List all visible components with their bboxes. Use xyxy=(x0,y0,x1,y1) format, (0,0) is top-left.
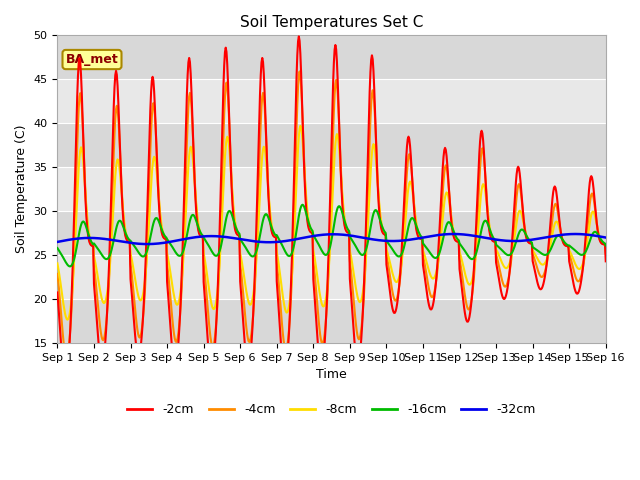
-32cm xyxy=(377,238,385,243)
-2cm xyxy=(324,252,332,257)
Line: -8cm: -8cm xyxy=(58,126,605,320)
-4cm xyxy=(553,204,561,210)
-32cm xyxy=(198,234,206,240)
-8cm xyxy=(553,219,561,225)
Legend: -2cm, -4cm, -8cm, -16cm, -32cm: -2cm, -4cm, -8cm, -16cm, -32cm xyxy=(122,398,541,421)
-2cm xyxy=(602,258,609,264)
Bar xyxy=(58,255,605,299)
-8cm xyxy=(432,271,440,276)
Bar xyxy=(58,123,605,167)
-16cm xyxy=(602,242,609,248)
Line: -32cm: -32cm xyxy=(58,234,605,244)
-8cm xyxy=(602,247,609,253)
-2cm xyxy=(198,234,206,240)
Line: -2cm: -2cm xyxy=(58,36,605,381)
-4cm xyxy=(324,270,332,276)
-16cm xyxy=(432,255,440,261)
-32cm xyxy=(54,239,61,245)
-4cm xyxy=(175,329,182,335)
-2cm xyxy=(295,34,303,39)
-32cm xyxy=(553,233,561,239)
-8cm xyxy=(324,269,332,275)
-4cm xyxy=(432,280,440,286)
-16cm xyxy=(66,264,74,269)
-8cm xyxy=(54,261,61,266)
-2cm xyxy=(175,338,182,344)
-4cm xyxy=(378,226,386,232)
-4cm xyxy=(602,251,609,257)
Line: -4cm: -4cm xyxy=(58,72,605,357)
-4cm xyxy=(296,69,303,74)
-32cm xyxy=(602,235,609,240)
-32cm xyxy=(143,241,151,247)
Bar xyxy=(58,36,605,79)
-8cm xyxy=(296,123,304,129)
-32cm xyxy=(449,231,457,237)
-16cm xyxy=(553,233,561,239)
-2cm xyxy=(62,378,70,384)
X-axis label: Time: Time xyxy=(316,368,347,381)
Line: -16cm: -16cm xyxy=(58,205,605,266)
-8cm xyxy=(175,300,182,306)
Bar xyxy=(58,167,605,211)
-2cm xyxy=(432,280,440,286)
-8cm xyxy=(198,233,206,239)
-2cm xyxy=(553,195,561,201)
-4cm xyxy=(63,354,70,360)
-32cm xyxy=(324,231,332,237)
-16cm xyxy=(324,249,332,255)
Title: Soil Temperatures Set C: Soil Temperatures Set C xyxy=(240,15,423,30)
-32cm xyxy=(175,237,182,243)
-16cm xyxy=(299,202,307,208)
Y-axis label: Soil Temperature (C): Soil Temperature (C) xyxy=(15,125,28,253)
Bar xyxy=(58,79,605,123)
-2cm xyxy=(378,228,386,234)
-4cm xyxy=(54,271,61,276)
-16cm xyxy=(198,232,206,238)
-16cm xyxy=(378,223,386,228)
-8cm xyxy=(63,317,71,323)
-16cm xyxy=(54,245,61,251)
-32cm xyxy=(431,233,439,239)
-4cm xyxy=(198,234,206,240)
Bar xyxy=(58,299,605,343)
-2cm xyxy=(54,289,61,295)
Bar xyxy=(58,211,605,255)
-8cm xyxy=(378,222,386,228)
Text: BA_met: BA_met xyxy=(66,53,118,66)
-16cm xyxy=(175,252,182,258)
